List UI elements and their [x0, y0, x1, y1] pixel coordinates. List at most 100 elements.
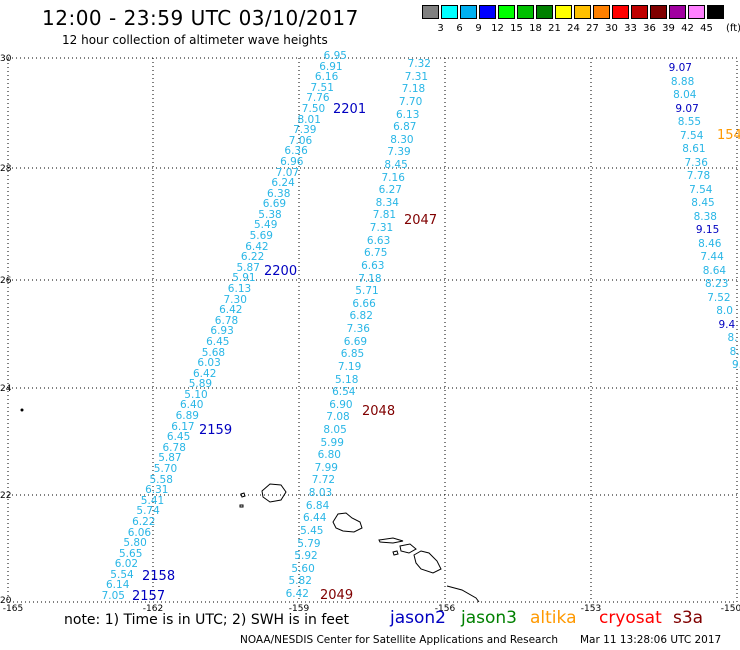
scale-label: 30: [605, 23, 618, 34]
wave-height-value: 7.78: [686, 170, 711, 182]
pass-time-154: 154: [717, 128, 740, 143]
wave-height-value: 8.55: [677, 116, 702, 128]
wave-height-value: 8.45: [691, 197, 715, 209]
credit-text: NOAA/NESDIS Center for Satellite Applica…: [240, 634, 558, 646]
wave-height-value: 7.36: [346, 323, 370, 335]
wave-height-value: 9.: [731, 359, 740, 371]
scale-label: 45: [700, 23, 713, 34]
legend-jason2: jason2: [390, 608, 446, 628]
lat-tick-22: 22: [0, 491, 12, 501]
scale-label: 9: [475, 23, 482, 34]
wave-height-value: 8.0: [716, 305, 733, 317]
scale-swatch: [441, 5, 458, 19]
wave-height-value: 6.24: [271, 177, 295, 190]
wave-height-value: 7.39: [387, 146, 411, 159]
scale-label: 33: [624, 23, 637, 34]
scale-swatch: [498, 5, 515, 19]
lon-tick-159: -159: [288, 604, 310, 614]
map-grid: [8, 58, 737, 602]
wave-height-value: 6.93: [210, 325, 234, 338]
legend-altika: altika: [530, 608, 577, 628]
wave-height-value: 7.99: [314, 461, 338, 474]
scale-swatch: [536, 5, 553, 19]
wave-height-value: 6.13: [396, 108, 420, 121]
lon-tick-156: -156: [434, 604, 456, 614]
wave-height-value: 5.10: [184, 388, 208, 401]
wave-height-value: 7.54: [689, 183, 713, 196]
pass-time-2200: 2200: [264, 264, 298, 279]
scale-swatch: [650, 5, 667, 19]
scale-label: 36: [643, 23, 656, 34]
page-subtitle: 12 hour collection of altimeter wave hei…: [62, 33, 328, 47]
wave-height-value: 6.69: [343, 335, 368, 348]
page-title: 12:00 - 23:59 UTC 03/10/2017: [42, 6, 359, 30]
scale-label: 24: [567, 23, 580, 34]
wave-height-value: 6.66: [352, 297, 376, 310]
wave-height-value: 8.05: [323, 424, 347, 436]
wave-height-value: 6.78: [214, 314, 239, 327]
wave-height-value: 6.03: [197, 357, 221, 370]
legend-jason3: jason3: [461, 608, 517, 628]
wave-height-value: 5.74: [136, 505, 160, 518]
pass-time-2157: 2157: [132, 589, 166, 604]
wave-height-value: 6.91: [319, 60, 343, 73]
pass-time-2159: 2159: [199, 423, 233, 438]
wave-height-value: 8.45: [384, 159, 408, 171]
wave-height-value: 7.07: [275, 166, 300, 179]
scale-swatch: [688, 5, 705, 19]
wave-height-value: 5.79: [297, 537, 321, 550]
wave-height-value: 8.: [729, 345, 740, 358]
wave-height-value: 6.80: [317, 449, 341, 462]
lon-tick-153: -153: [580, 604, 602, 614]
scale-swatch: [707, 5, 724, 19]
wave-height-value: 7.31: [369, 222, 394, 234]
wave-height-value: 6.02: [114, 558, 139, 571]
wave-height-value: 6.36: [284, 145, 308, 158]
generated-timestamp: Mar 11 13:28:06 UTC 2017: [580, 634, 722, 646]
wave-height-value: 5.92: [294, 550, 318, 563]
wave-height-value: 7.31: [404, 70, 429, 83]
wave-height-value: 5.41: [140, 494, 165, 507]
scale-label: 27: [586, 23, 599, 34]
lon-tick-165: -165: [2, 604, 24, 614]
wave-height-value: 6.82: [349, 310, 373, 323]
wave-height-value: 5.89: [188, 378, 213, 391]
wave-height-value: 6.22: [240, 251, 265, 264]
wave-height-value: 5.38: [258, 208, 282, 221]
map-frame: [7, 57, 738, 603]
wave-height-value: 7.72: [311, 474, 336, 487]
wave-height-value: 8.34: [375, 196, 399, 209]
wave-height-value: 8.01: [297, 113, 321, 126]
wave-height-value: 8.30: [390, 133, 414, 146]
scale-label: 3: [437, 23, 444, 34]
wave-height-value: 6.45: [166, 431, 191, 444]
pass-time-2158: 2158: [142, 569, 176, 584]
wave-height-value: 7.54: [680, 129, 704, 142]
wave-height-value: 6.38: [267, 187, 291, 200]
pass-time-2201: 2201: [333, 102, 367, 117]
wave-height-value: 8.46: [698, 237, 722, 250]
wave-height-value: 8.88: [670, 75, 695, 88]
wave-height-value: 5.18: [335, 373, 359, 386]
wave-height-value: 5.82: [288, 575, 312, 588]
wave-height-value: 5.87: [158, 452, 182, 465]
wave-height-value: 6.42: [219, 304, 243, 317]
hawaiian-islands: [20, 408, 480, 603]
wave-height-value: 5.58: [149, 473, 173, 486]
wave-height-value: 6.42: [245, 240, 269, 253]
wave-height-value: 5.70: [153, 462, 178, 475]
lat-tick-24: 24: [0, 384, 12, 394]
wave-height-value: 6.14: [106, 579, 130, 592]
wave-height-value: 6.17: [171, 420, 195, 433]
wave-height-value: 7.18: [358, 272, 382, 285]
scale-swatch: [517, 5, 534, 19]
pass-time-2049: 2049: [320, 588, 354, 603]
wave-height-value: 9.4: [718, 318, 736, 331]
wave-height-value: 8.: [727, 332, 738, 344]
wave-height-value: 5.45: [300, 524, 324, 537]
wave-height-value: 5.60: [291, 562, 315, 575]
lat-tick-28: 28: [0, 164, 12, 174]
wave-height-value: 5.91: [232, 272, 256, 285]
lat-tick-26: 26: [0, 276, 12, 286]
